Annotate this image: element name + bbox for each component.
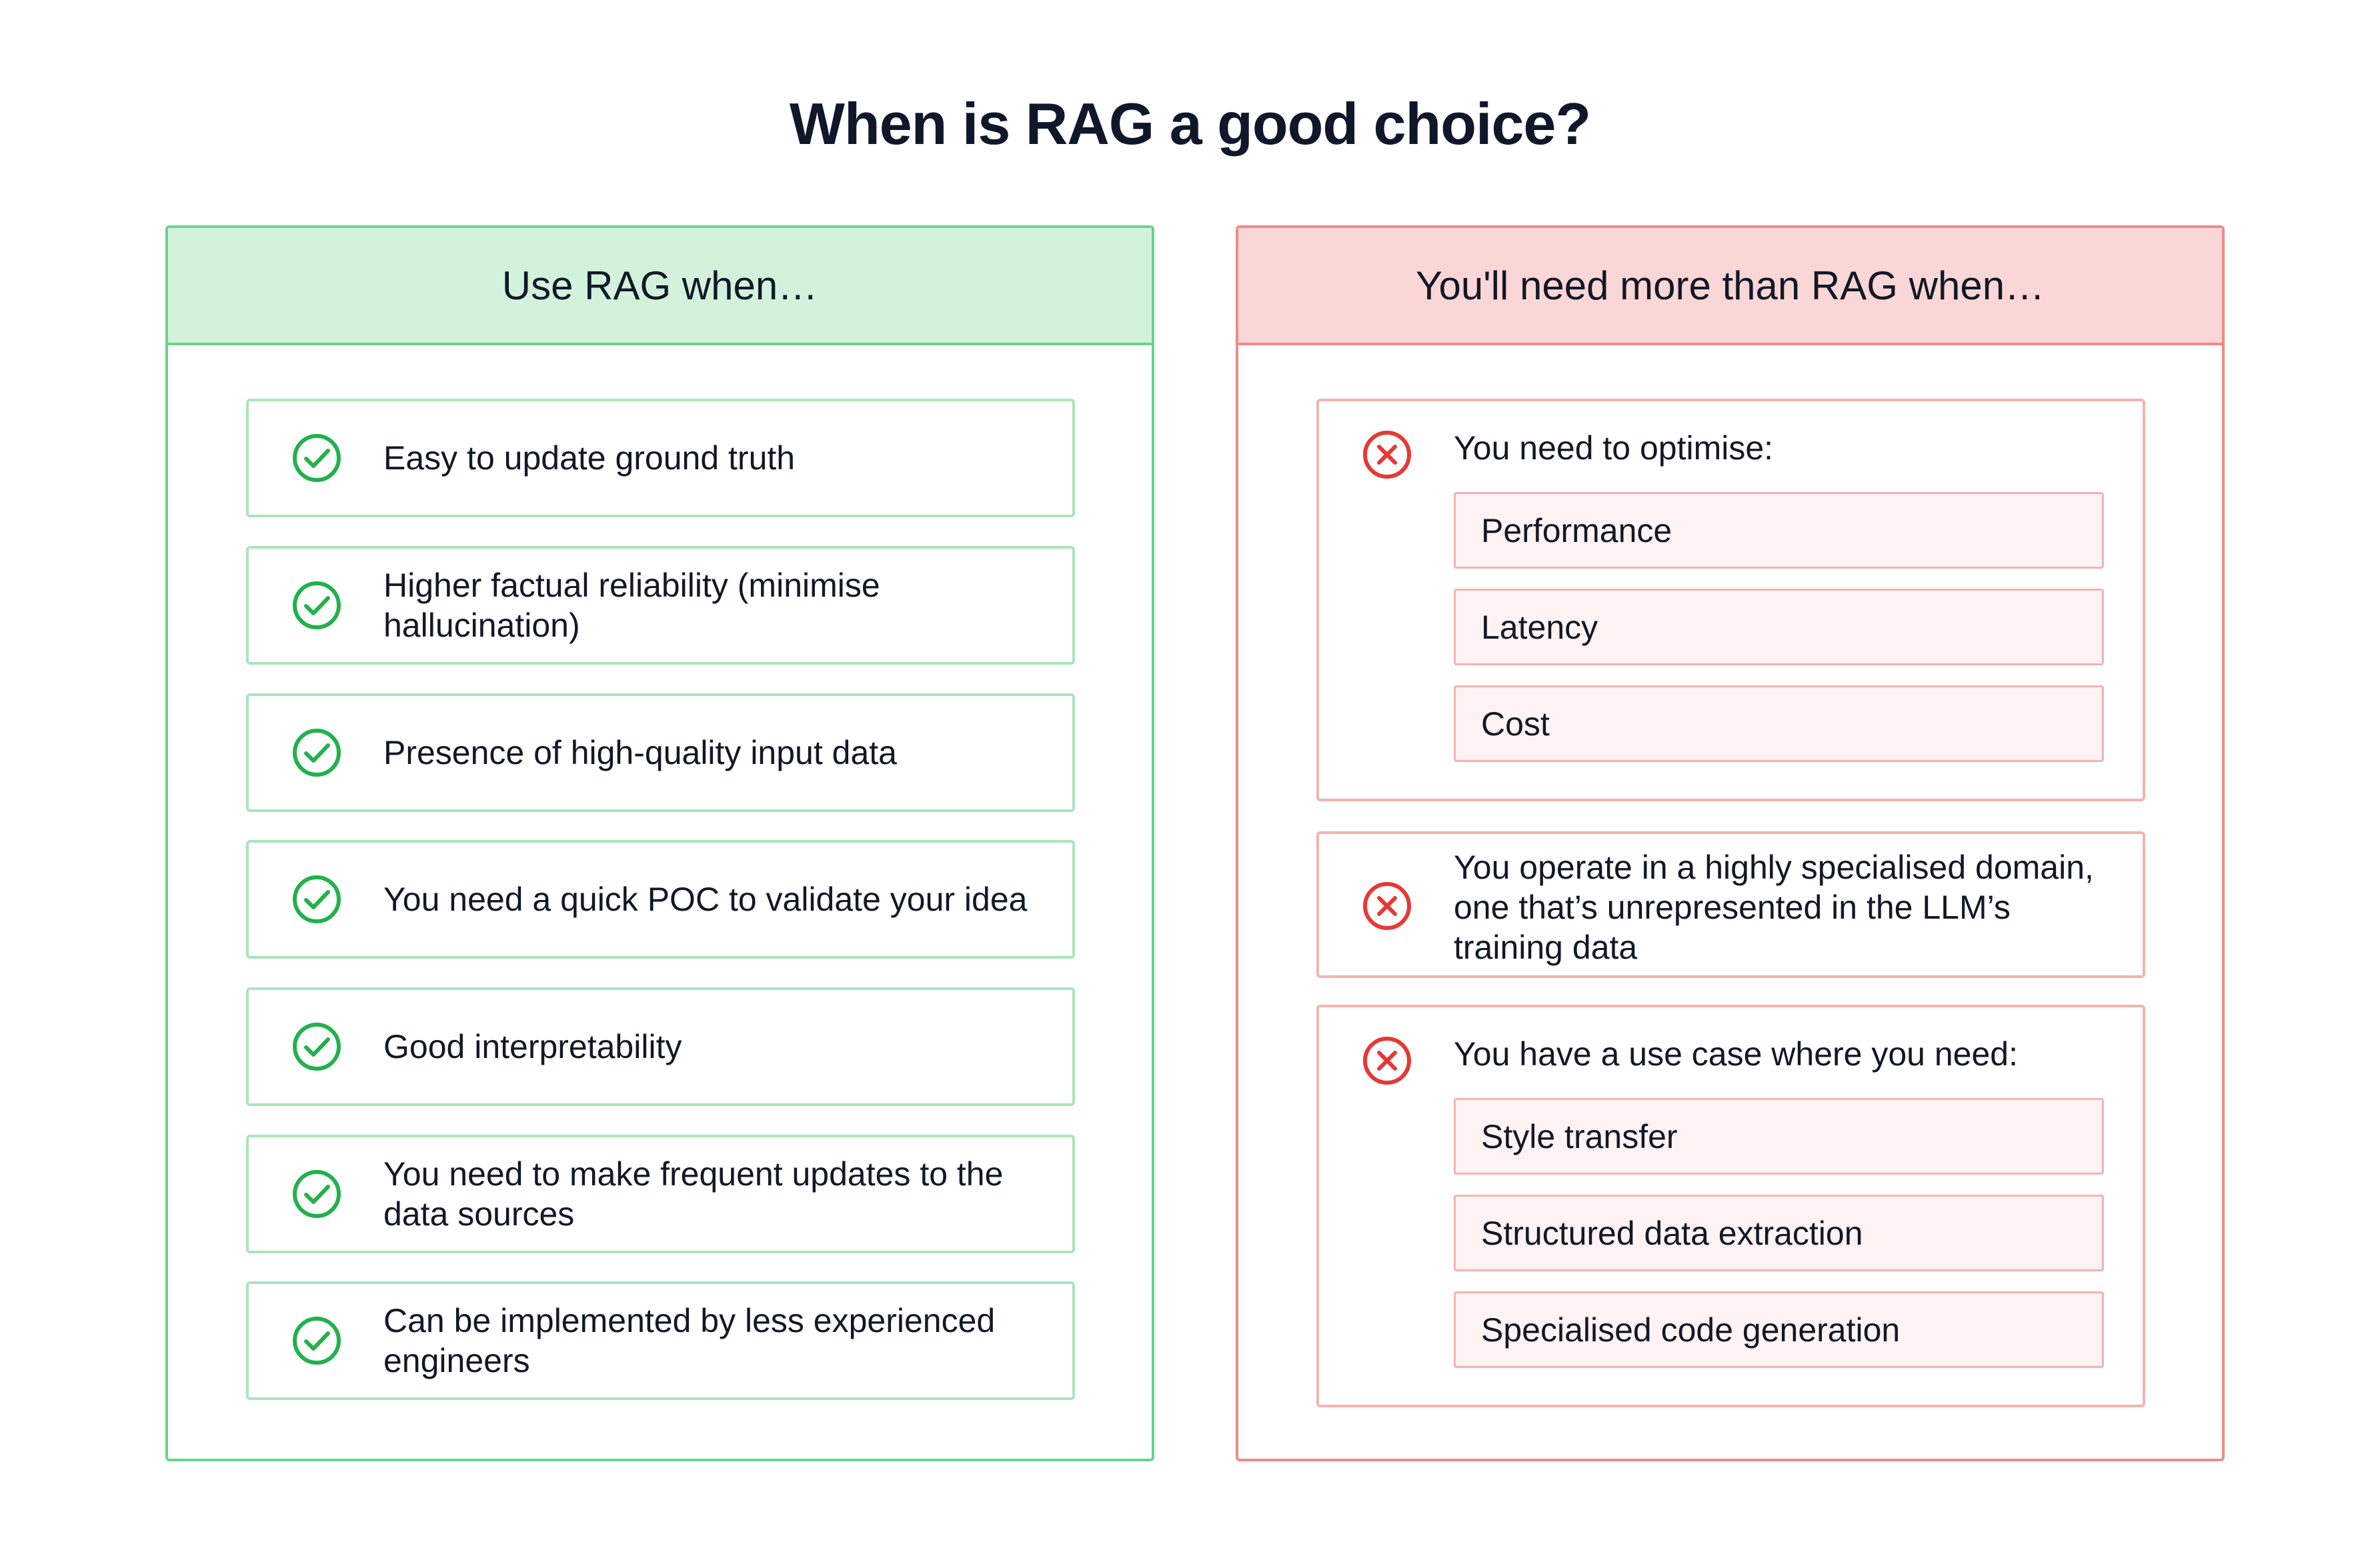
check-circle-icon [293,434,341,482]
sub-item: Performance [1454,492,2104,569]
x-circle-icon [1363,1037,1411,1085]
good-item-text: Can be implemented by less experienced e… [383,1302,996,1379]
more-than-rag-panel-header: You'll need more than RAG when… [1238,228,2222,345]
check-circle-icon [293,581,341,629]
check-circle-icon [293,1317,341,1365]
sub-item: Style transfer [1454,1098,2104,1175]
good-item: You need to make frequent updates to the… [246,1135,1075,1253]
check-circle-icon [293,1170,341,1218]
more-than-rag-panel: You'll need more than RAG when… You need… [1236,225,2225,1461]
check-circle-icon [293,875,341,923]
check-circle-icon [293,1023,341,1071]
bad-item: You have a use case where you need: Styl… [1316,1005,2145,1407]
good-item: Easy to update ground truth [246,399,1075,517]
check-circle-icon [293,729,341,777]
good-item: Higher factual reliability (minimise hal… [246,546,1075,665]
page-title: When is RAG a good choice? [789,91,1591,157]
bad-item: You operate in a highly specialised doma… [1316,831,2145,978]
good-item-text: Good interpretability [383,1028,682,1065]
good-item: Good interpretability [246,987,1075,1106]
bad-item-text: You need to optimise: [1454,429,1774,467]
use-rag-panel: Use RAG when… Easy to update ground trut… [165,225,1154,1461]
good-item-text: You need a quick POC to validate your id… [383,881,1028,918]
x-circle-icon [1363,882,1411,930]
use-rag-panel-header: Use RAG when… [168,228,1152,345]
good-item-text: Presence of high-quality input data [383,734,897,771]
good-item: You need a quick POC to validate your id… [246,840,1075,959]
good-item-text: Easy to update ground truth [383,439,796,477]
bad-item-text: You operate in a highly specialised doma… [1454,849,2094,966]
sub-item: Latency [1454,589,2104,665]
x-circle-icon [1363,431,1411,479]
good-item: Can be implemented by less experienced e… [246,1281,1075,1400]
good-item: Presence of high-quality input data [246,693,1075,812]
sub-item: Structured data extraction [1454,1195,2104,1271]
bad-item: You need to optimise: Performance Latenc… [1316,399,2145,801]
sub-item: Cost [1454,685,2104,762]
sub-item: Specialised code generation [1454,1291,2104,1368]
good-item-text: You need to make frequent updates to the… [383,1155,1004,1233]
good-item-text: Higher factual reliability (minimise hal… [383,567,880,644]
bad-item-text: You have a use case where you need: [1454,1035,2018,1073]
